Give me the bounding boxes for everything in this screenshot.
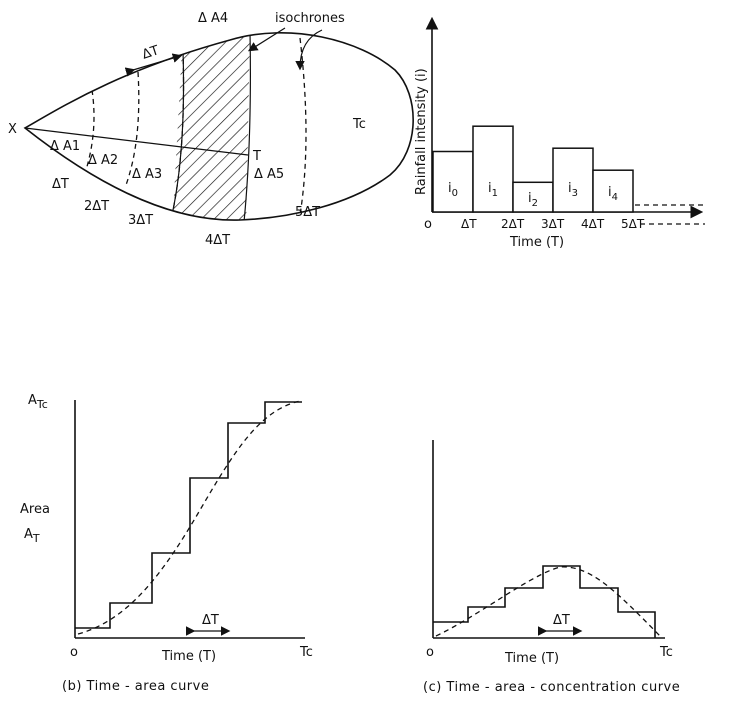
ta-tc: Tc: [299, 645, 313, 660]
time-label-4: 4ΔT: [205, 233, 230, 248]
hyeto-ylabel: Rainfall intensity (i): [414, 68, 429, 195]
tac-xlabel: Time (T): [504, 651, 559, 666]
t-label: T: [252, 149, 261, 164]
isochrones-label: isochrones: [275, 11, 345, 26]
area-label-a1: Δ A1: [50, 139, 80, 154]
time-label-2: 2ΔT: [84, 199, 109, 214]
hyeto-bar-4: [592, 169, 634, 213]
isochrones-arrow-2: [295, 29, 323, 71]
hyeto-tick-3: 3ΔT: [541, 217, 565, 231]
isochrones-arrow-1: [247, 27, 286, 52]
area-label-a2: Δ A2: [88, 153, 118, 168]
time-label-3: 3ΔT: [128, 213, 153, 228]
hyeto-bar-label-2: i2: [528, 191, 538, 209]
hyeto-ticks: ΔT 2ΔT 3ΔT 4ΔT 5ΔT: [461, 217, 645, 231]
tac-tc: Tc: [659, 645, 673, 660]
hyeto-origin: o: [424, 217, 432, 232]
hyeto-bars: i0 i1 i2 i3 i4: [432, 125, 634, 213]
hyeto-tick-1: ΔT: [461, 217, 477, 231]
ta-step-curve: [75, 401, 302, 629]
area-label-a4: Δ A4: [198, 11, 228, 26]
ta-ylabel-area: Area: [20, 502, 50, 517]
hyeto-bar-1: [472, 125, 514, 213]
hyeto-bar-label-3: i3: [568, 181, 578, 199]
time-area-chart: ATc Area AT ΔT o Time (T) Tc (b) Time - …: [20, 393, 313, 694]
tac-delta-t: ΔT: [553, 613, 570, 628]
time-label-1: ΔT: [52, 177, 69, 192]
hyeto-xlabel: Time (T): [509, 235, 564, 250]
hyeto-tick-2: 2ΔT: [501, 217, 525, 231]
hatched-area-a4: [172, 32, 250, 221]
area-label-a3: Δ A3: [132, 167, 162, 182]
hyeto-tick-4: 4ΔT: [581, 217, 605, 231]
hyeto-bar-label-4: i4: [608, 185, 618, 203]
hyeto-bar-label-1: i1: [488, 181, 498, 199]
main-stream: [24, 127, 249, 156]
ta-xlabel: Time (T): [161, 649, 216, 664]
time-label-5: 5ΔT: [295, 205, 320, 220]
ta-delta-t: ΔT: [202, 613, 219, 628]
ta-caption: (b) Time - area curve: [62, 679, 209, 694]
hyeto-bar-3: [552, 147, 594, 213]
hyetograph: Rainfall intensity (i) i0 i1 i2 i3 i4 o ΔT 2Δ…: [414, 16, 705, 250]
tc-label: Tc: [352, 117, 366, 132]
hyeto-bar-label-0: i0: [448, 181, 458, 199]
ta-ylabel-at: AT: [24, 527, 40, 545]
ta-smooth-curve: [77, 400, 301, 635]
tac-smooth-curve: [435, 566, 661, 637]
tac-origin: o: [426, 645, 434, 660]
time-area-conc-chart: ΔT o Time (T) Tc (c) Time - area - conce…: [423, 440, 680, 695]
ta-origin: o: [70, 645, 78, 660]
catchment-diagram: X Tc T isochrones ΔT Δ A1 Δ A2 Δ A3 Δ A4…: [8, 11, 414, 248]
delta-t-arrow-label: ΔT: [140, 43, 161, 62]
area-label-a5: Δ A5: [254, 167, 284, 182]
tac-caption: (c) Time - area - concentration curve: [423, 680, 680, 695]
hyeto-bar-0: [432, 150, 474, 213]
delta-t-arrow: [124, 53, 183, 77]
outlet-label: X: [8, 122, 17, 137]
hyeto-tick-5: 5ΔT: [621, 217, 645, 231]
ta-ylabel-top: ATc: [28, 393, 48, 411]
tac-step-curve: [433, 565, 656, 638]
isochrones: [85, 32, 307, 221]
